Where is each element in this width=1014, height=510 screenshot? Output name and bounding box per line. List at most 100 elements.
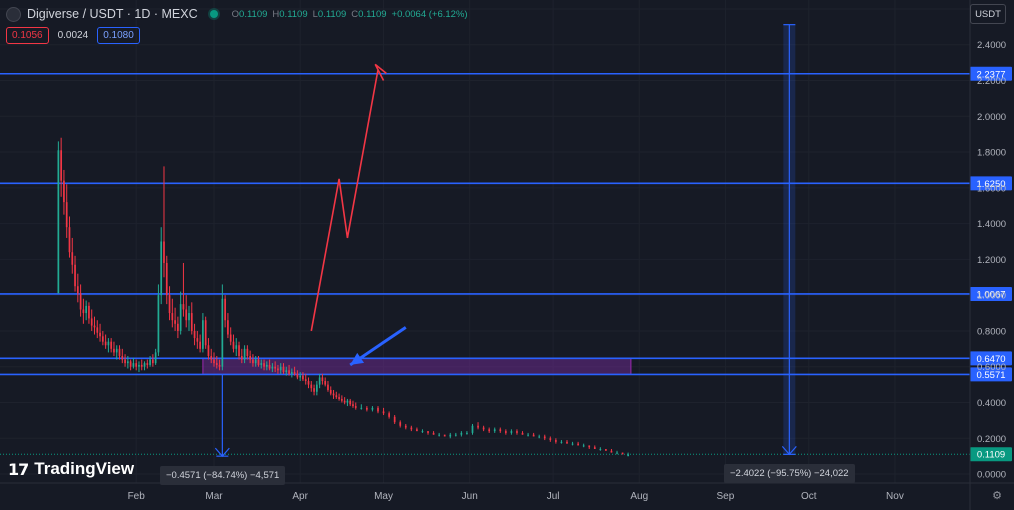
candle-body	[90, 318, 93, 326]
candle-body	[224, 298, 226, 321]
candle-body	[229, 334, 232, 342]
drawings	[214, 24, 797, 458]
candle-body	[571, 443, 574, 445]
candle-body	[232, 341, 235, 349]
candle-body	[68, 227, 71, 253]
candle-body	[152, 359, 154, 364]
candle-body	[516, 431, 518, 433]
candle-body	[307, 381, 310, 385]
candle-body	[404, 425, 407, 428]
y-tick-label: 1.4000	[977, 219, 1006, 230]
candle-body	[329, 389, 332, 394]
candle-body	[177, 323, 179, 331]
candle-body	[555, 440, 557, 442]
candle-body	[416, 429, 418, 432]
candle-body	[168, 295, 171, 314]
level-price-label: 1.6250	[976, 179, 1005, 190]
candle-body	[238, 345, 240, 356]
candle-body	[115, 348, 118, 353]
market-open-indicator	[209, 10, 218, 18]
level-price-label: 1.0067	[976, 289, 1005, 300]
candle-body	[196, 338, 199, 342]
level-price-label: 0.5571	[976, 370, 1005, 381]
candle-body	[265, 364, 268, 367]
y-tick-label: 2.0000	[977, 112, 1006, 123]
candle-body	[199, 341, 201, 349]
candle-body	[260, 363, 263, 365]
candle-body	[504, 431, 507, 433]
candle-body	[107, 341, 110, 346]
candle-body	[577, 443, 579, 446]
candle-body	[616, 452, 618, 454]
symbol-title[interactable]: Digiverse / USDT · 1D · MEXC	[27, 7, 198, 21]
y-tick-label: 0.0000	[977, 470, 1006, 481]
ohlc-open-value: 0.1109	[239, 8, 268, 20]
candle-body	[393, 416, 396, 423]
candle-body	[454, 434, 457, 436]
candle-body	[118, 348, 121, 356]
tradingview-logo-text: TradingView	[34, 459, 135, 478]
candle-body	[243, 348, 246, 360]
chart-settings-icon[interactable]: ⚙	[992, 490, 1002, 502]
candle-body	[327, 384, 329, 390]
candle-body	[382, 411, 385, 414]
horizontal-levels: 2.2377 1.6250 1.0067 0.6470 0.5571 0.1109	[0, 66, 1012, 462]
candle-body	[360, 407, 363, 409]
symbol-icon[interactable]	[6, 6, 21, 22]
level-price-label: 0.6470	[976, 354, 1005, 365]
ohlc-high-value: 0.1109	[279, 8, 308, 20]
candle-body	[140, 364, 143, 367]
y-tick-label: 0.6000	[977, 362, 1006, 373]
candle-body	[313, 388, 315, 392]
candle-body	[157, 295, 160, 353]
candle-body	[399, 422, 402, 426]
candle-body	[599, 449, 602, 451]
candle-body	[213, 359, 215, 364]
candle-body	[341, 398, 343, 401]
level-price-tag	[970, 351, 1012, 366]
x-tick-label: Apr	[292, 491, 308, 502]
candle-body	[282, 366, 285, 373]
candle-body	[60, 150, 63, 181]
candle-body	[163, 241, 165, 263]
candle-body	[240, 355, 243, 360]
candle-body	[57, 150, 60, 294]
candle-body	[593, 447, 596, 450]
candle-body	[126, 361, 129, 364]
candle-body	[268, 364, 271, 369]
bid-ask-row: 0.1056 0.0024 0.1080	[6, 27, 140, 44]
candle-body	[138, 364, 140, 367]
y-tick-label: 2.4000	[977, 40, 1006, 51]
candle-body	[149, 359, 151, 365]
candle-body	[488, 429, 491, 432]
level-price-tag	[970, 66, 1012, 81]
chart-header: Digiverse / USDT · 1D · MEXC O0.1109 H0.…	[6, 6, 468, 22]
bid-price[interactable]: 0.1056	[6, 27, 49, 44]
candle-body	[215, 363, 218, 365]
y-tick-label: 1.2000	[977, 255, 1006, 266]
candle-body	[449, 434, 452, 437]
candle-body	[113, 348, 115, 353]
y-tick-label: 1.0000	[977, 291, 1006, 302]
candle-body	[218, 364, 221, 367]
candle-body	[527, 434, 529, 436]
ask-price[interactable]: 0.1080	[97, 27, 140, 44]
level-price-tag	[970, 367, 1012, 382]
candle-body	[135, 363, 138, 367]
candle-body	[493, 429, 496, 432]
tradingview-logo[interactable]: 17 TradingView	[8, 459, 134, 479]
candle-body	[202, 320, 204, 349]
candle-body	[129, 361, 132, 367]
currency-button[interactable]: USDT	[970, 4, 1006, 24]
candle-body	[293, 372, 296, 374]
tradingview-mark-icon: 17	[8, 459, 29, 479]
candle-body	[221, 298, 224, 367]
ohlc-legend: O0.1109 H0.1109 L0.1109 C0.1109 +0.0064 …	[232, 9, 468, 20]
candle-body	[335, 395, 338, 398]
candle-body	[471, 425, 474, 433]
measure-label-left: −0.4571 (−84.74%) −4,571	[160, 466, 286, 485]
candle-body	[285, 370, 288, 373]
candle-body	[182, 304, 185, 310]
candle-body	[532, 434, 535, 437]
